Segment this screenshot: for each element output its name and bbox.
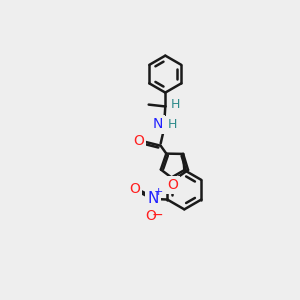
Text: +: + [154,187,164,197]
Text: O: O [129,182,140,196]
Text: H: H [170,98,180,111]
Text: O: O [146,209,157,223]
Text: −: − [152,208,164,222]
Text: N: N [153,118,163,131]
Text: O: O [167,178,178,192]
Text: O: O [134,134,144,148]
Text: N: N [147,191,159,206]
Text: H: H [167,118,177,131]
